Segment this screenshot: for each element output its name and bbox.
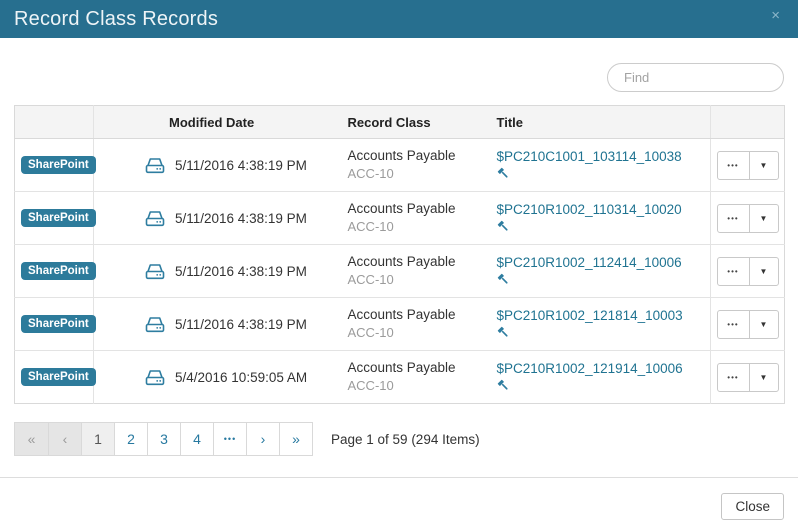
record-title-link[interactable]: $PC210R1002_121914_10006: [496, 360, 683, 376]
column-title: Title: [490, 105, 711, 139]
record-class-value: Accounts Payable: [347, 307, 456, 322]
sharepoint-badge: SharePoint: [21, 156, 96, 174]
page-button-3[interactable]: 3: [147, 423, 180, 455]
column-actions: [710, 105, 785, 139]
page-button-2[interactable]: 2: [114, 423, 147, 455]
modified-date-value: 5/11/2016 4:38:19 PM: [175, 157, 307, 173]
page-info: Page 1 of 59 (294 Items): [331, 431, 480, 447]
column-modified-date: Modified Date: [93, 105, 346, 139]
page-prev-button[interactable]: ‹: [48, 423, 81, 455]
dialog-title: Record Class Records: [14, 7, 219, 30]
record-title-link[interactable]: $PC210R1002_110314_10020: [496, 201, 682, 217]
record-class-value: Accounts Payable: [347, 254, 456, 269]
drive-icon: [144, 156, 166, 175]
find-input[interactable]: [607, 63, 784, 92]
page-first-button[interactable]: «: [15, 423, 48, 455]
gavel-icon: [497, 273, 510, 289]
more-actions-button[interactable]: •••: [716, 309, 750, 339]
table-row: SharePoint 5/11/2016 4:38:19 PM: [14, 244, 785, 298]
record-class-code: ACC-10: [347, 166, 394, 181]
column-source: [14, 105, 94, 139]
gavel-icon: [497, 379, 510, 395]
drive-icon: [144, 315, 166, 334]
record-class-code: ACC-10: [347, 325, 394, 340]
record-title-link[interactable]: $PC210R1002_112414_10006: [496, 254, 682, 270]
gavel-icon: [497, 326, 510, 342]
sharepoint-badge: SharePoint: [21, 315, 96, 333]
column-record-class: Record Class: [345, 105, 491, 139]
drive-icon: [144, 262, 166, 281]
search-toolbar: [0, 38, 798, 105]
record-class-code: ACC-10: [347, 272, 394, 287]
dialog-titlebar: Record Class Records ×: [0, 0, 798, 38]
dropdown-button[interactable]: ▼: [748, 203, 779, 233]
more-actions-button[interactable]: •••: [716, 362, 750, 392]
page-button-4[interactable]: 4: [180, 423, 213, 455]
dropdown-button[interactable]: ▼: [748, 150, 779, 180]
page-next-button[interactable]: ›: [246, 423, 279, 455]
drive-icon: [144, 209, 166, 228]
more-actions-button[interactable]: •••: [716, 203, 750, 233]
table-row: SharePoint 5/4/2016 10:59:05 AM: [14, 350, 785, 404]
page-button-1[interactable]: 1: [81, 423, 114, 455]
close-icon[interactable]: ×: [771, 7, 780, 24]
sharepoint-badge: SharePoint: [21, 262, 96, 280]
record-class-code: ACC-10: [347, 219, 394, 234]
record-class-value: Accounts Payable: [347, 148, 456, 163]
more-actions-button[interactable]: •••: [716, 256, 750, 286]
table-row: SharePoint 5/11/2016 4:38:19 PM: [14, 297, 785, 351]
table-body: SharePoint 5/11/2016 4:38:19 PM: [14, 138, 785, 404]
record-title-link[interactable]: $PC210R1002_121814_10003: [496, 307, 683, 323]
modified-date-value: 5/11/2016 4:38:19 PM: [175, 210, 307, 226]
record-class-value: Accounts Payable: [347, 360, 456, 375]
dropdown-button[interactable]: ▼: [748, 256, 779, 286]
close-button[interactable]: Close: [721, 493, 784, 520]
gavel-icon: [497, 167, 510, 183]
record-class-value: Accounts Payable: [347, 201, 456, 216]
more-actions-button[interactable]: •••: [716, 150, 750, 180]
pagination: « ‹ 1 2 3 4 ••• › »: [14, 422, 313, 456]
record-class-code: ACC-10: [347, 378, 394, 393]
modified-date-value: 5/11/2016 4:38:19 PM: [175, 263, 307, 279]
dropdown-button[interactable]: ▼: [748, 309, 779, 339]
table-header: Modified Date Record Class Title: [14, 105, 785, 139]
modified-date-value: 5/11/2016 4:38:19 PM: [175, 316, 307, 332]
pagination-bar: « ‹ 1 2 3 4 ••• › » Page 1 of 59 (294 It…: [14, 422, 784, 456]
record-title-link[interactable]: $PC210C1001_103114_10038: [496, 148, 682, 164]
sharepoint-badge: SharePoint: [21, 209, 96, 227]
dialog-footer: Close: [0, 477, 798, 531]
modified-date-value: 5/4/2016 10:59:05 AM: [175, 369, 308, 385]
table-row: SharePoint 5/11/2016 4:38:19 PM: [14, 138, 785, 192]
page-ellipsis-button[interactable]: •••: [213, 423, 246, 455]
dropdown-button[interactable]: ▼: [748, 362, 779, 392]
table-row: SharePoint 5/11/2016 4:38:19 PM: [14, 191, 785, 245]
records-table: Modified Date Record Class Title SharePo…: [14, 105, 785, 404]
drive-icon: [144, 368, 166, 387]
page-last-button[interactable]: »: [279, 423, 312, 455]
gavel-icon: [497, 220, 510, 236]
sharepoint-badge: SharePoint: [21, 368, 96, 386]
